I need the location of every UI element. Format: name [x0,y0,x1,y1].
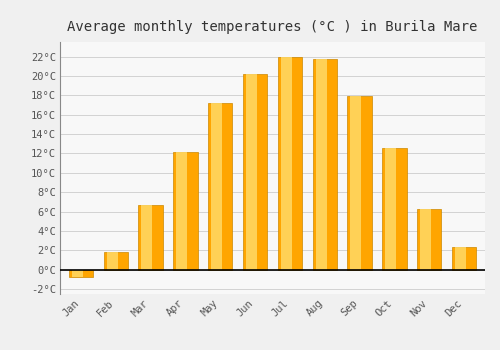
Bar [211,103,222,270]
Bar [138,205,163,270]
Bar [420,209,431,270]
Bar [452,246,476,270]
Bar [348,96,372,270]
Bar [417,209,442,270]
Bar [382,148,406,270]
Bar [68,270,93,276]
Bar [312,60,337,270]
Bar [350,96,362,270]
Bar [176,152,187,270]
Bar [281,57,291,270]
Bar [208,103,233,270]
Bar [142,205,152,270]
Bar [246,74,257,270]
Bar [455,246,466,270]
Bar [72,270,83,276]
Bar [316,60,326,270]
Bar [386,148,396,270]
Bar [104,252,128,270]
Bar [173,152,198,270]
Bar [243,74,268,270]
Title: Average monthly temperatures (°C ) in Burila Mare: Average monthly temperatures (°C ) in Bu… [68,20,478,34]
Bar [278,57,302,270]
Bar [106,252,118,270]
